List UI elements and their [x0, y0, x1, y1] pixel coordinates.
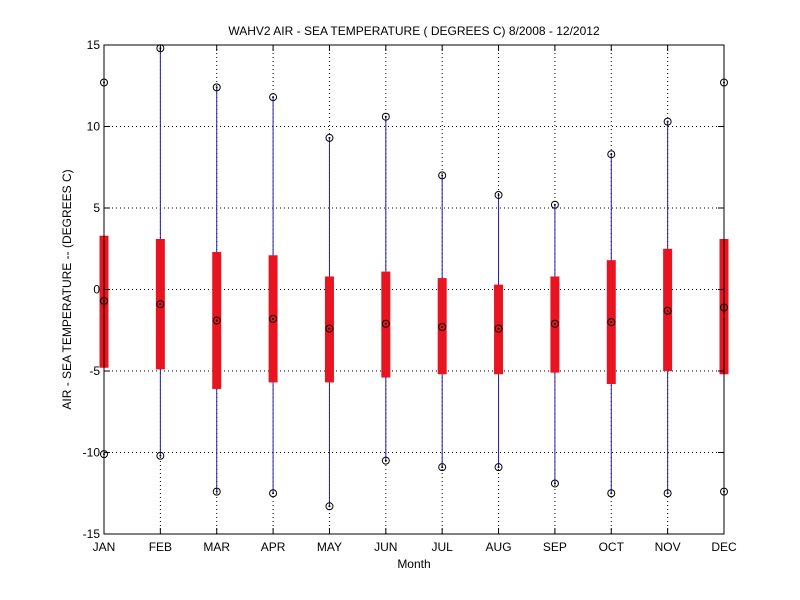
box-jun	[381, 112, 391, 465]
median-marker-dot	[497, 327, 500, 330]
x-tick-label: SEP	[543, 540, 567, 554]
min-marker-dot	[610, 492, 613, 495]
min-marker	[438, 463, 447, 472]
y-tick-label: 15	[87, 38, 101, 52]
max-marker	[663, 117, 672, 126]
min-marker-dot	[553, 482, 556, 485]
median-marker-dot	[666, 309, 669, 312]
min-marker	[212, 487, 221, 496]
box-feb	[155, 44, 165, 460]
max-marker-dot	[215, 86, 218, 89]
max-marker	[438, 171, 447, 180]
box-oct	[606, 150, 616, 498]
max-marker-dot	[497, 193, 500, 196]
min-marker	[494, 463, 503, 472]
median-marker-dot	[384, 322, 387, 325]
y-tick-label: 10	[87, 120, 101, 134]
x-tick-label: DEC	[711, 540, 737, 554]
max-marker-dot	[666, 120, 669, 123]
max-marker-dot	[328, 136, 331, 139]
y-tick-label: 5	[93, 201, 100, 215]
min-marker-dot	[159, 454, 162, 457]
box-may	[324, 133, 334, 511]
box-nov	[663, 117, 673, 498]
x-tick-label: AUG	[486, 540, 512, 554]
min-marker	[550, 479, 559, 488]
x-tick-label: JAN	[93, 540, 116, 554]
x-tick-label: JUL	[432, 540, 454, 554]
box-mar	[212, 83, 222, 496]
max-marker-dot	[272, 96, 275, 99]
median-marker	[550, 319, 559, 328]
min-marker-dot	[441, 466, 444, 469]
median-marker	[156, 300, 165, 309]
min-marker	[269, 489, 278, 498]
chart-title: WAHV2 AIR - SEA TEMPERATURE ( DEGREES C)…	[228, 24, 600, 38]
median-marker	[663, 306, 672, 315]
max-marker-dot	[553, 203, 556, 206]
median-marker-dot	[553, 322, 556, 325]
max-marker	[212, 83, 221, 92]
max-marker	[325, 133, 334, 142]
x-tick-label: FEB	[149, 540, 172, 554]
median-marker	[494, 324, 503, 333]
max-marker-dot	[441, 174, 444, 177]
min-marker	[325, 502, 334, 511]
median-marker-dot	[215, 319, 218, 322]
box-jul	[437, 171, 447, 472]
box-apr	[268, 93, 278, 498]
min-marker-dot	[215, 490, 218, 493]
y-tick-label: -15	[83, 527, 101, 541]
min-marker-dot	[272, 492, 275, 495]
min-marker-dot	[328, 505, 331, 508]
max-marker	[269, 93, 278, 102]
min-marker-dot	[497, 466, 500, 469]
box-sep	[550, 200, 560, 488]
median-marker	[607, 318, 616, 327]
min-marker	[381, 456, 390, 465]
max-marker-dot	[384, 115, 387, 118]
median-marker	[438, 322, 447, 331]
max-marker	[381, 112, 390, 121]
median-marker	[325, 324, 334, 333]
median-marker-dot	[328, 327, 331, 330]
y-axis-label: AIR - SEA TEMPERATURE -- (DEGREES C)	[60, 169, 74, 409]
x-tick-label: MAY	[317, 540, 342, 554]
y-tick-label: -10	[83, 446, 101, 460]
x-tick-label: NOV	[655, 540, 681, 554]
min-marker-dot	[384, 459, 387, 462]
x-axis-label: Month	[397, 557, 430, 571]
min-marker	[663, 489, 672, 498]
median-marker	[212, 316, 221, 325]
median-marker-dot	[272, 317, 275, 320]
box-aug	[494, 190, 504, 472]
median-marker	[269, 314, 278, 323]
x-tick-label: OCT	[599, 540, 625, 554]
max-marker-dot	[610, 153, 613, 156]
min-marker	[607, 489, 616, 498]
x-tick-label: MAR	[203, 540, 230, 554]
max-marker	[607, 150, 616, 159]
min-marker	[156, 451, 165, 460]
y-tick-label: -5	[89, 364, 100, 378]
min-marker-dot	[666, 492, 669, 495]
median-marker-dot	[441, 325, 444, 328]
max-marker	[494, 190, 503, 199]
median-marker-dot	[610, 321, 613, 324]
median-marker	[381, 319, 390, 328]
x-tick-label: JUN	[374, 540, 397, 554]
tick-layer: -15 -10 -5 0 5 10 15 JAN FEB MAR APR MAY JUN JUL AUG SE…	[83, 38, 737, 554]
max-marker	[550, 200, 559, 209]
x-tick-label: APR	[261, 540, 286, 554]
y-tick-label: 0	[93, 283, 100, 297]
median-marker-dot	[159, 303, 162, 306]
